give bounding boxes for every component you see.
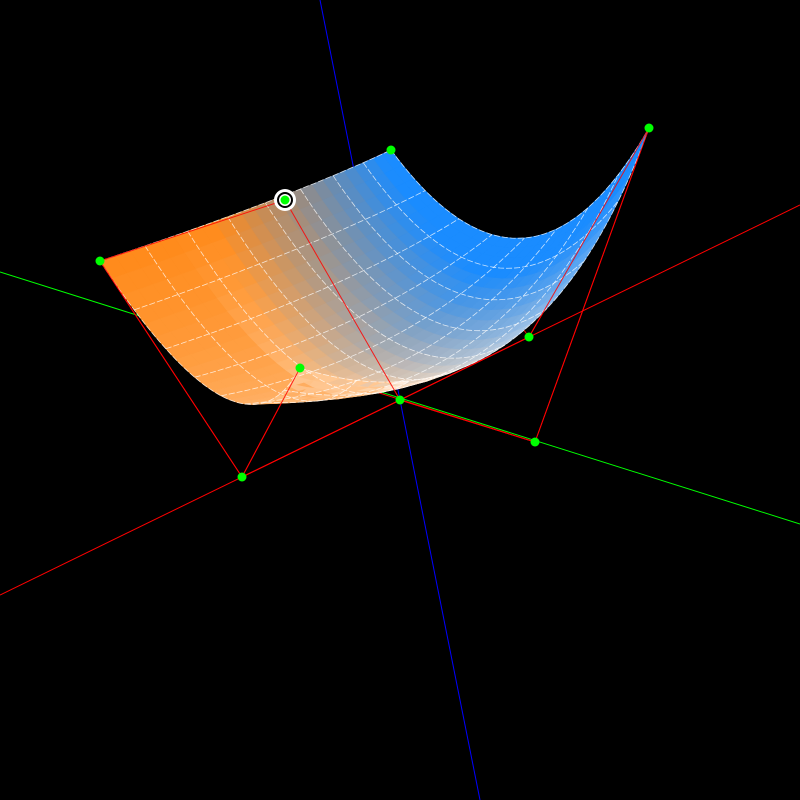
control-point[interactable] <box>237 472 247 482</box>
surface-grid-line <box>134 190 426 311</box>
control-net-front <box>99 127 650 478</box>
surface-grid-line <box>244 228 557 405</box>
surface-grid-line <box>144 245 358 402</box>
control-net-edge <box>528 127 650 338</box>
control-net-edge <box>284 199 401 401</box>
control-points <box>95 123 654 482</box>
control-point[interactable] <box>295 363 305 373</box>
surface-grid-line <box>265 207 589 404</box>
surface-grid-line <box>194 234 493 378</box>
control-net-edge <box>399 399 536 443</box>
surface-patch <box>99 127 650 405</box>
control-point[interactable] <box>644 123 654 133</box>
surface-grid-line <box>220 237 525 397</box>
control-point[interactable] <box>280 195 290 205</box>
surface-grid-line <box>284 173 620 396</box>
surface-grid-line <box>299 127 650 383</box>
surface-grid-line <box>362 162 619 269</box>
surface-grid-line <box>300 188 547 332</box>
control-point[interactable] <box>386 145 396 155</box>
control-point[interactable] <box>530 437 540 447</box>
control-net-edge <box>241 367 301 478</box>
surface-grid-line <box>332 175 585 301</box>
surface-grid-line <box>390 127 650 239</box>
control-point[interactable] <box>524 332 534 342</box>
surface-grid-line <box>227 216 460 381</box>
control-net-edge <box>241 399 401 478</box>
control-net-edge <box>399 336 530 401</box>
surface-grid-line <box>99 260 301 405</box>
control-net-edge <box>99 199 286 262</box>
control-net-edge <box>534 127 650 443</box>
control-point[interactable] <box>95 256 105 266</box>
control-point[interactable] <box>395 395 405 405</box>
control-net-edge <box>99 260 243 478</box>
